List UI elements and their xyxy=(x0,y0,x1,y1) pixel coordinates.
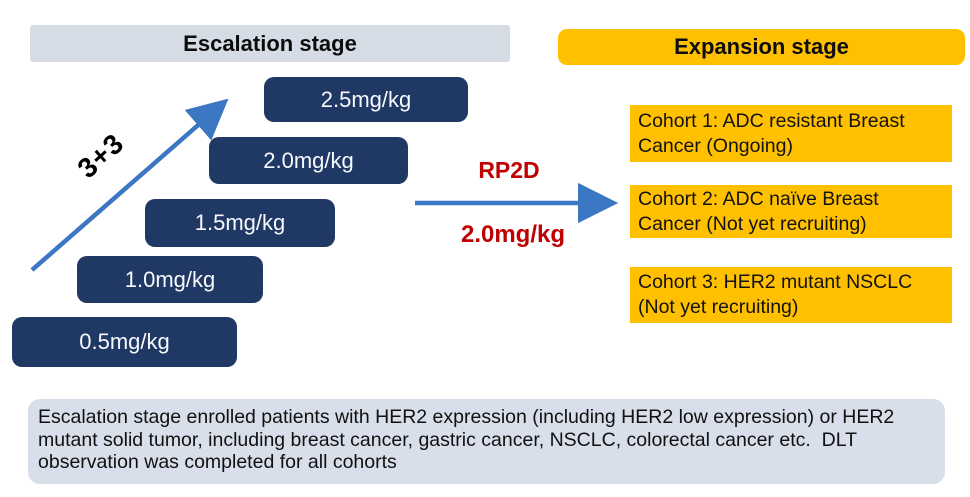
dose-box-0-5mgkg: 0.5mg/kg xyxy=(12,317,237,367)
dose-escalation-arrow-icon xyxy=(30,98,229,272)
footnote-box: Escalation stage enrolled patients with … xyxy=(28,399,945,484)
rp2d-dose-label: 2.0mg/kg xyxy=(460,221,566,248)
expansion-stage-header: Expansion stage xyxy=(558,29,965,65)
dose-box-2-5mgkg: 2.5mg/kg xyxy=(264,77,468,122)
cohort-2-box: Cohort 2: ADC naïve Breast Cancer (Not y… xyxy=(630,185,952,238)
cohort-1-box: Cohort 1: ADC resistant Breast Cancer (O… xyxy=(630,105,952,162)
rp2d-arrow-icon xyxy=(415,182,619,224)
rp2d-label: RP2D xyxy=(478,157,540,183)
dose-box-1-5mgkg: 1.5mg/kg xyxy=(145,199,335,247)
cohort-3-box: Cohort 3: HER2 mutant NSCLC (Not yet rec… xyxy=(630,267,952,323)
dose-box-1-0mgkg: 1.0mg/kg xyxy=(77,256,263,303)
escalation-stage-header: Escalation stage xyxy=(30,25,510,62)
dose-box-2-0mgkg: 2.0mg/kg xyxy=(209,137,408,184)
